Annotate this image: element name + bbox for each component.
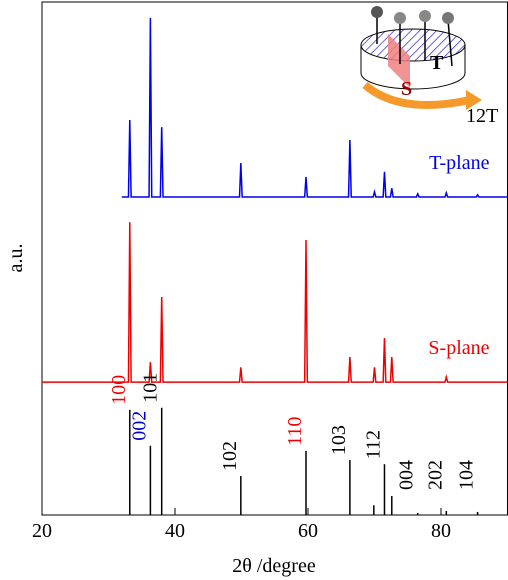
inset-s-label: S — [401, 78, 412, 100]
reference-label: 104 — [456, 460, 478, 490]
inset-field-label: 12T — [466, 105, 498, 127]
y-axis-label: a.u. — [5, 244, 27, 273]
reference-label: 110 — [284, 417, 306, 446]
reference-label: 101 — [140, 373, 162, 403]
reference-label: 103 — [328, 425, 350, 455]
reference-label: 202 — [424, 460, 446, 490]
series-label: T-plane — [429, 152, 489, 174]
reference-label: 112 — [362, 430, 384, 459]
inset-t-label: T — [430, 52, 444, 74]
x-tick-label: 80 — [431, 520, 451, 542]
series-label: S-plane — [428, 337, 489, 359]
reference-label: 102 — [219, 441, 241, 471]
inset-diagram: S T 12T — [360, 6, 498, 127]
line-series — [121, 17, 508, 198]
x-tick-label: 20 — [32, 520, 52, 542]
x-axis-label: 2θ /degree — [232, 555, 316, 577]
x-tick-label: 60 — [298, 520, 318, 542]
reference-label: 002 — [128, 411, 150, 441]
line-series — [42, 222, 508, 383]
x-tick-label: 40 — [165, 520, 185, 542]
reference-label: 100 — [108, 375, 130, 405]
reference-label: 004 — [396, 460, 418, 490]
